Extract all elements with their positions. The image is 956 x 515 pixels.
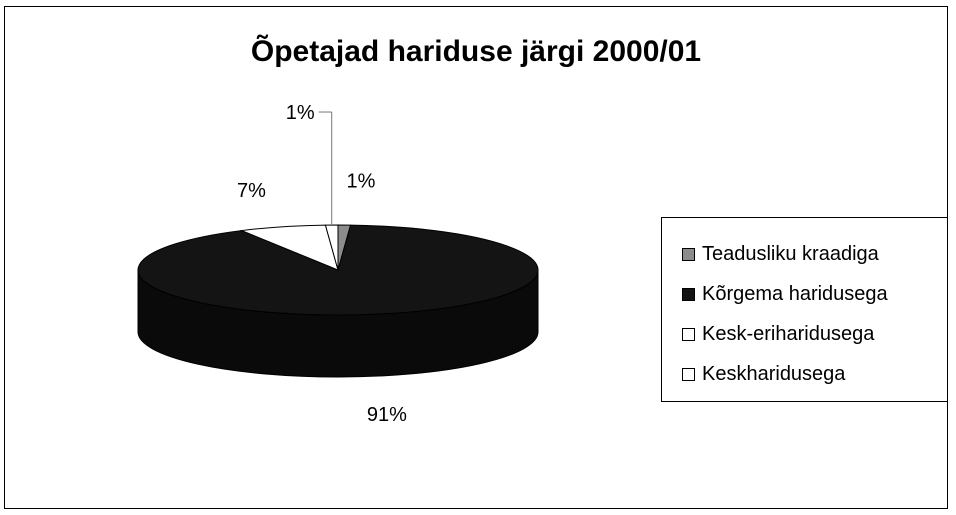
legend-swatch <box>682 327 695 341</box>
pie-slices <box>137 224 539 378</box>
pie-data-labels: 1% 91% 7% 1% <box>237 102 407 426</box>
data-label: 7% <box>237 180 266 202</box>
legend-swatch <box>682 247 695 261</box>
data-label: 91% <box>367 404 407 426</box>
legend-swatch <box>682 367 695 381</box>
legend-item: Teadusliku kraadiga <box>662 234 947 274</box>
legend-label: Kõrgema haridusega <box>702 282 888 305</box>
legend-label: Kesk-eriharidusega <box>702 322 875 345</box>
legend-label: Teadusliku kraadiga <box>702 242 879 265</box>
legend-item: Kõrgema haridusega <box>662 274 947 314</box>
data-label: 1% <box>346 170 375 192</box>
legend-item: Kesk-eriharidusega <box>662 314 947 354</box>
legend-item: Keskharidusega <box>662 354 947 394</box>
legend-label: Keskharidusega <box>702 362 846 385</box>
pie-slice <box>324 224 339 271</box>
legend: Teadusliku kraadiga Kõrgema haridusega K… <box>661 217 948 402</box>
chart-title: Õpetajad hariduse järgi 2000/01 <box>250 35 702 68</box>
data-label: 1% <box>286 102 315 124</box>
legend-swatch <box>682 287 695 301</box>
